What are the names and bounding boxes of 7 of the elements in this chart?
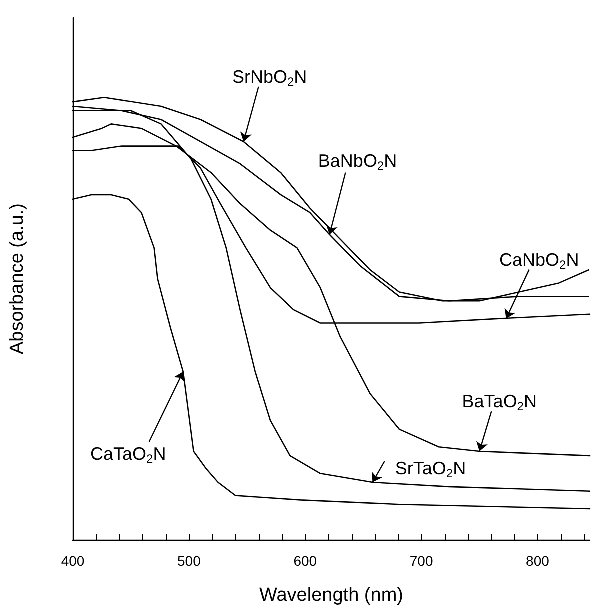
x-tick-label: 500 [178, 553, 202, 569]
x-tick-label: 700 [410, 553, 434, 569]
x-tick-label: 400 [61, 553, 85, 569]
y-axis-title: Absorbance (a.u.) [7, 203, 28, 355]
x-tick-label: 600 [294, 553, 318, 569]
x-axis-title: Wavelength (nm) [260, 585, 404, 606]
x-tick-label: 800 [526, 553, 550, 569]
